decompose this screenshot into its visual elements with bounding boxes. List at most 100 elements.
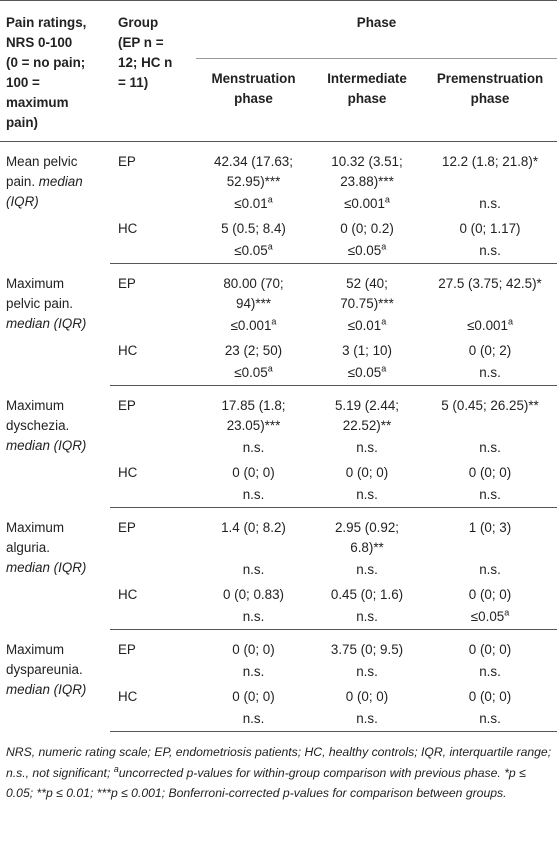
- p-value: ≤0.05a: [347, 241, 387, 258]
- p-value-cell: ≤0.05a: [311, 239, 423, 264]
- median-iqr-cell: 0 (0; 0): [468, 465, 512, 480]
- p-value-cell: n.s.: [311, 436, 423, 460]
- median-iqr-cell: 0 (0; 0): [232, 689, 275, 704]
- table-row-pvalues: n.s. n.s. ≤0.05a: [0, 605, 557, 630]
- p-value-cell: n.s.: [423, 192, 557, 216]
- p-value-cell: n.s.: [423, 707, 557, 732]
- p-value-cell: ≤0.01a: [196, 192, 311, 216]
- p-value-cell: n.s.: [423, 436, 557, 460]
- p-value: ≤0.001a: [230, 316, 277, 333]
- measure-label: Maximum dyspareunia. median (IQR): [6, 641, 87, 697]
- median-iqr-cell: 0 (0; 0): [232, 465, 275, 480]
- p-value: ≤0.05a: [347, 363, 387, 380]
- results-table: Pain ratings, NRS 0-100 (0 = no pain; 10…: [0, 0, 557, 732]
- header-intermediate-phase: Intermediate phase: [311, 58, 423, 143]
- p-value-cell: n.s.: [423, 558, 557, 582]
- p-value: n.s.: [356, 440, 378, 455]
- group-label: EP: [118, 642, 136, 657]
- median-iqr-cell: 2.95 (0.92; 6.8)**: [334, 520, 400, 555]
- p-value-cell: ≤0.05a: [311, 361, 423, 386]
- table-row: Maximum dyschezia. median (IQR) EP 17.85 (1.…: [0, 386, 557, 453]
- p-value-cell: n.s.: [196, 707, 311, 732]
- p-value-cell: ≤0.05a: [196, 361, 311, 386]
- group-label: HC: [118, 221, 138, 236]
- p-value: n.s.: [479, 196, 501, 211]
- p-value: ≤0.001a: [344, 194, 390, 211]
- group-label: HC: [118, 465, 138, 480]
- measure-label: Mean pelvic pain. median (IQR): [6, 154, 83, 209]
- median-iqr-cell: 5 (0.5; 8.4): [221, 221, 286, 236]
- median-iqr-cell: 0 (0; 1.17): [459, 221, 521, 236]
- p-value: ≤0.05a: [234, 241, 273, 258]
- median-iqr-cell: 3 (1; 10): [342, 343, 392, 358]
- measure-label: Maximum dyschezia. median (IQR): [6, 397, 87, 453]
- median-iqr-cell: 27.5 (3.75; 42.5)*: [438, 276, 542, 291]
- group-label: EP: [118, 398, 136, 413]
- p-value: ≤0.01a: [234, 194, 273, 211]
- p-value-cell: n.s.: [311, 605, 423, 630]
- median-iqr-cell: 0 (0; 0.83): [222, 587, 285, 602]
- header-menstruation-phase: Menstruation phase: [196, 58, 311, 143]
- group-label: HC: [118, 689, 138, 704]
- header-phase: Phase: [196, 0, 557, 59]
- p-value: n.s.: [479, 487, 501, 502]
- p-value: n.s.: [479, 711, 501, 726]
- header-premenstruation-phase: Premenstruation phase: [423, 58, 557, 143]
- table-row-pvalues: n.s. n.s. n.s.: [0, 707, 557, 732]
- p-value-cell: n.s.: [423, 239, 557, 264]
- p-value: n.s.: [242, 440, 265, 455]
- table-row: HC 0 (0; 0) 0 (0; 0) 0 (0; 0): [0, 684, 557, 707]
- measure-label: Maximum pelvic pain. median (IQR): [6, 275, 87, 331]
- table-row: HC 0 (0; 0.83) 0.45 (0; 1.6) 0 (0; 0): [0, 582, 557, 605]
- p-value: n.s.: [356, 562, 378, 577]
- p-value: n.s.: [479, 365, 501, 380]
- group-label: EP: [118, 154, 136, 169]
- table-row-pvalues: n.s. n.s. n.s.: [0, 558, 557, 582]
- p-value: n.s.: [356, 609, 378, 624]
- table-row-pvalues: n.s. n.s. n.s.: [0, 483, 557, 508]
- group-label: HC: [118, 343, 138, 358]
- table-row-pvalues: n.s. n.s. n.s.: [0, 660, 557, 684]
- header-pain-ratings: Pain ratings, NRS 0-100 (0 = no pain; 10…: [0, 0, 110, 142]
- p-value: n.s.: [479, 440, 501, 455]
- table-row: Mean pelvic pain. median (IQR) EP 42.34 (17.…: [0, 142, 557, 209]
- median-iqr-cell: 1.4 (0; 8.2): [221, 520, 286, 535]
- median-iqr-cell: 12.2 (1.8; 21.8)*: [442, 154, 539, 169]
- table-row: HC 0 (0; 0) 0 (0; 0) 0 (0; 0): [0, 460, 557, 483]
- group-label: EP: [118, 276, 136, 291]
- p-value: n.s.: [242, 487, 265, 502]
- table-row: Maximum pelvic pain. median (IQR) EP 80.00 (…: [0, 264, 557, 331]
- median-iqr-cell: 0 (0; 0): [232, 642, 275, 657]
- table-container: Pain ratings, NRS 0-100 (0 = no pain; 10…: [0, 0, 557, 800]
- p-value: n.s.: [242, 664, 265, 679]
- p-value-cell: n.s.: [196, 558, 311, 582]
- median-iqr-cell: 3.75 (0; 9.5): [330, 642, 404, 657]
- header-group: Group (EP n = 12; HC n = 11): [110, 0, 196, 142]
- p-value-cell: n.s.: [423, 361, 557, 386]
- median-iqr-cell: 52 (40; 70.75)***: [340, 276, 394, 311]
- table-row: Maximum dyspareunia. median (IQR) EP 0 (0; 0…: [0, 630, 557, 697]
- p-value-cell: ≤0.001a: [423, 314, 557, 338]
- p-value-cell: ≤0.05a: [196, 239, 311, 264]
- table-row-pvalues: n.s. n.s. n.s.: [0, 436, 557, 460]
- median-iqr-cell: 1 (0; 3): [468, 520, 512, 535]
- p-value-cell: ≤0.01a: [311, 314, 423, 338]
- p-value-cell: n.s.: [196, 605, 311, 630]
- table-row-pvalues: ≤0.01a ≤0.001a n.s.: [0, 192, 557, 216]
- p-value-cell: n.s.: [311, 660, 423, 684]
- median-iqr-cell: 23 (2; 50): [224, 343, 283, 358]
- measure-label: Maximum alguria. median (IQR): [6, 519, 87, 575]
- p-value-cell: n.s.: [196, 483, 311, 508]
- p-value-cell: n.s.: [423, 660, 557, 684]
- group-label: EP: [118, 520, 136, 535]
- median-iqr-cell: 0 (0; 0): [345, 689, 389, 704]
- p-value-cell: ≤0.05a: [423, 605, 557, 630]
- p-value: n.s.: [242, 711, 265, 726]
- p-value: n.s.: [356, 664, 378, 679]
- median-iqr-cell: 10.32 (3.51; 23.88)***: [331, 154, 403, 189]
- table-row-pvalues: ≤0.001a ≤0.01a ≤0.001a: [0, 314, 557, 338]
- p-value-cell: n.s.: [311, 558, 423, 582]
- p-value-cell: ≤0.001a: [196, 314, 311, 338]
- median-iqr-cell: 42.34 (17.63; 52.95)***: [214, 154, 293, 189]
- median-iqr-cell: 0 (0; 0): [468, 587, 512, 602]
